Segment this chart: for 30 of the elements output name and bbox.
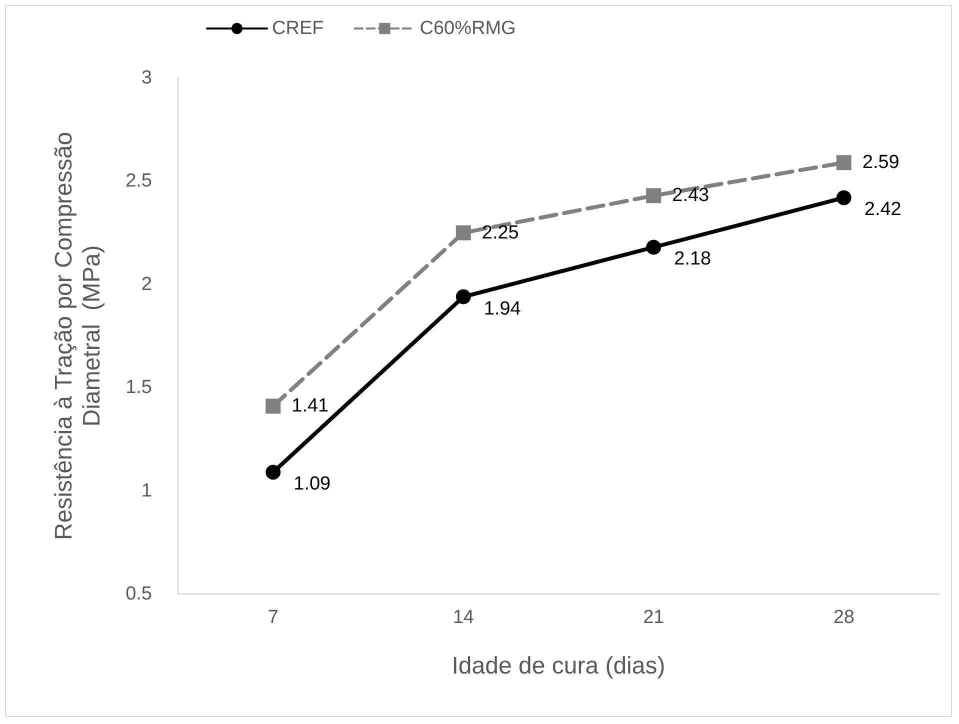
legend-label: C60%RMG [420,18,516,39]
data-label: 2.25 [482,222,519,244]
point [456,289,471,304]
x-tick-label: 14 [452,607,474,628]
y-tick-label: 1.5 [126,377,152,398]
x-tick-label: 28 [833,607,854,628]
y-tick-label: 2 [141,274,152,295]
x-tick-label: 21 [643,607,664,628]
x-tick-label: 7 [268,607,278,628]
x-axis-title: Idade de cura (dias) [452,652,666,680]
y-axis-title: Resistência à Tração por Compressão Diametral (MPa) [50,132,106,540]
y-tick-label: 1 [141,480,152,502]
point [646,240,662,255]
point [646,188,662,204]
data-label: 2.18 [674,248,712,270]
point [836,190,852,206]
y-tick-label: 3 [141,68,152,88]
point [266,464,281,480]
data-label: 2.42 [864,199,902,220]
data-label: 2.59 [862,152,900,174]
point [836,155,852,170]
data-label: 1.41 [292,396,329,417]
data-label: 1.94 [484,298,522,320]
legend-label: CREF [272,18,324,39]
y-tick-label: 0.5 [126,584,152,604]
y-tick-label: 2.5 [126,170,152,192]
point [456,225,471,240]
data-label: 2.43 [672,185,710,206]
point [266,398,281,414]
data-label: 1.09 [294,474,331,495]
